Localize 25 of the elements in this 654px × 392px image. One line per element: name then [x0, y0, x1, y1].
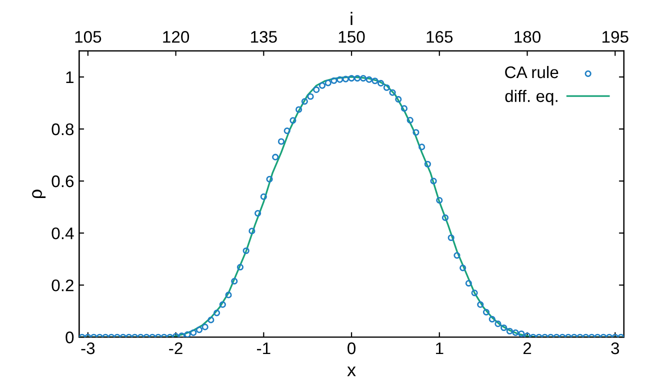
y-tick-label: 0.4 [52, 227, 74, 240]
y-axis-title: ρ [32, 190, 46, 198]
x-tick-label: 3 [611, 342, 620, 354]
x2-tick-label: 195 [602, 31, 628, 43]
x2-tick-label: 165 [426, 31, 453, 43]
x-tick-label: -3 [81, 342, 95, 354]
y-tick-label: 1 [66, 72, 74, 84]
x2-tick-label: 180 [514, 31, 541, 43]
legend-label: diff. eq. [505, 90, 558, 106]
x-tick-label: 2 [523, 342, 532, 354]
x-tick-label: 0 [348, 342, 356, 354]
x-tick-label: 1 [436, 342, 444, 354]
x-tick-label: -1 [256, 342, 270, 354]
y-tick-label: 0.2 [52, 279, 74, 292]
y-tick-label: 0.8 [52, 123, 74, 136]
x2-tick-label: 135 [251, 31, 277, 43]
legend-label: CA rule [505, 66, 558, 78]
x2-axis-title: i [350, 12, 352, 26]
y-tick-label: 0 [66, 332, 74, 344]
x-axis-title: x [347, 366, 356, 376]
x2-tick-label: 105 [75, 31, 102, 43]
x2-tick-label: 150 [338, 31, 365, 43]
x-tick-label: -2 [169, 342, 182, 354]
x2-tick-label: 120 [163, 31, 190, 43]
y-tick-label: 0.6 [52, 175, 74, 188]
